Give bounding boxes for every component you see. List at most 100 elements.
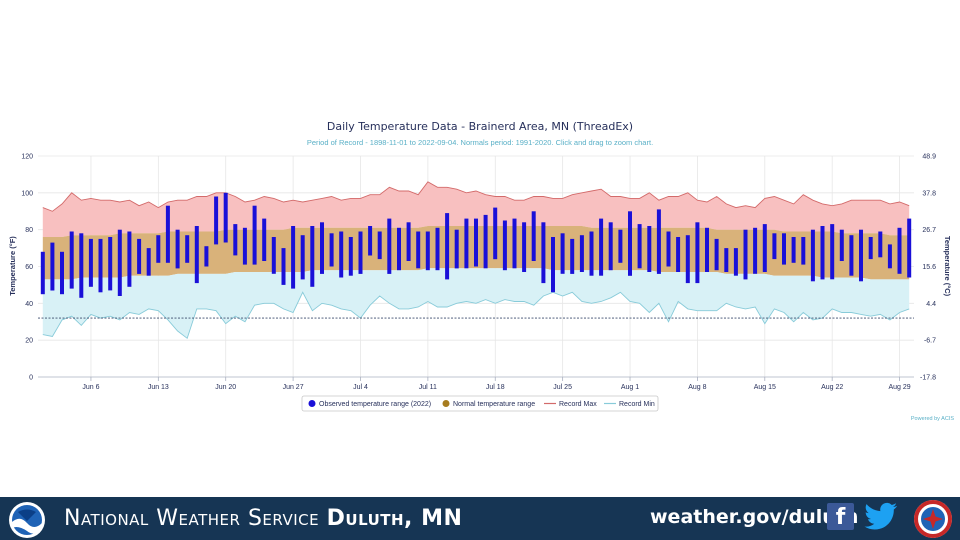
observed-bar bbox=[666, 231, 671, 267]
y-tick-label-left: 80 bbox=[25, 227, 33, 234]
observed-bar bbox=[368, 226, 373, 256]
y-tick-label-left: 100 bbox=[21, 190, 33, 197]
observed-bar bbox=[502, 220, 507, 271]
y-tick-label-right: 4.4 bbox=[926, 301, 936, 308]
axes: 0 20 40 60 80 100 120 -17.8 -6.7 4.4 15.6 26.7 37.8 4… bbox=[21, 154, 936, 392]
observed-bar bbox=[271, 237, 276, 274]
noaa-logo-icon bbox=[9, 502, 45, 538]
observed-bar bbox=[743, 229, 748, 280]
observed-bar bbox=[320, 222, 324, 274]
legend-normal-dot bbox=[442, 400, 450, 407]
observed-bar bbox=[522, 222, 527, 272]
observed-bar bbox=[878, 231, 883, 258]
observed-bar bbox=[801, 237, 806, 265]
y-tick-label-right: -17.8 bbox=[920, 375, 936, 382]
observed-bar bbox=[839, 229, 844, 261]
twitter-icon[interactable] bbox=[864, 502, 898, 532]
legend-item-normal[interactable]: Normal temperature range bbox=[442, 400, 536, 408]
observed-bar bbox=[560, 233, 565, 274]
observed-bar bbox=[531, 211, 536, 261]
legend-record-max-label: Record Max bbox=[559, 401, 597, 408]
observed-bar bbox=[676, 237, 681, 272]
record-min-line bbox=[42, 291, 910, 340]
y-tick-label-right: 26.7 bbox=[922, 227, 936, 234]
x-tick-label: Aug 22 bbox=[821, 384, 843, 391]
observed-bar bbox=[69, 231, 74, 289]
observed-bar bbox=[156, 235, 161, 263]
observed-bar bbox=[233, 224, 238, 256]
observed-bar bbox=[474, 218, 478, 267]
observed-bar bbox=[79, 233, 84, 298]
observed-bar bbox=[252, 205, 257, 265]
observed-bar bbox=[830, 224, 835, 280]
observed-bar bbox=[810, 229, 815, 282]
observed-bar bbox=[329, 233, 334, 267]
observed-bar bbox=[714, 238, 719, 271]
observed-bar bbox=[705, 227, 709, 272]
legend[interactable]: Observed temperature range (2022) Normal… bbox=[301, 395, 659, 412]
observed-bar bbox=[127, 231, 132, 287]
x-tick-label: Aug 1 bbox=[621, 384, 639, 391]
observed-bar bbox=[685, 235, 690, 284]
observed-bar bbox=[493, 207, 498, 260]
y-tick-label-left: 20 bbox=[25, 338, 33, 345]
observed-bar bbox=[204, 246, 209, 267]
observed-bar bbox=[88, 238, 93, 287]
observed-bar bbox=[608, 222, 613, 271]
observed-bar bbox=[695, 222, 700, 284]
observed-bar bbox=[98, 238, 103, 293]
observed-bar bbox=[897, 227, 902, 274]
observed-bar bbox=[868, 237, 873, 260]
x-tick-label: Jun 20 bbox=[215, 384, 236, 391]
observed-bar bbox=[406, 222, 411, 261]
legend-item-record-min[interactable]: Record Min bbox=[604, 401, 655, 408]
observed-bar bbox=[194, 226, 199, 284]
observed-bar bbox=[483, 214, 488, 269]
credit-link[interactable]: Powered by ACIS bbox=[911, 416, 954, 422]
facebook-icon[interactable]: f bbox=[827, 503, 854, 530]
legend-observed-label: Observed temperature range (2022) bbox=[319, 401, 431, 408]
y-tick-label-right: -6.7 bbox=[924, 338, 936, 345]
observed-bar bbox=[724, 248, 729, 272]
observed-bar bbox=[377, 231, 382, 260]
chart-subtitle: Period of Record - 1898-11-01 to 2022-09… bbox=[307, 138, 653, 147]
x-tick-label: Aug 8 bbox=[688, 384, 706, 391]
y-tick-label-right: 48.9 bbox=[922, 154, 936, 161]
legend-box bbox=[301, 395, 659, 412]
record-max-area bbox=[42, 181, 910, 237]
observed-bar bbox=[628, 211, 632, 276]
observed-bar bbox=[223, 192, 228, 243]
observed-bar bbox=[859, 229, 863, 282]
observed-bar bbox=[40, 251, 45, 295]
observed-bar bbox=[425, 231, 430, 271]
y-axis-right-label: Temperature (°C) bbox=[943, 236, 952, 297]
observed-bar bbox=[551, 237, 555, 293]
footer-banner: National Weather Service Duluth, MN weat… bbox=[0, 497, 960, 540]
observed-bar bbox=[387, 218, 392, 274]
observed-bar bbox=[397, 227, 401, 271]
observed-bar bbox=[300, 235, 305, 280]
y-tick-label-left: 40 bbox=[25, 301, 33, 308]
legend-record-min-label: Record Min bbox=[619, 401, 655, 408]
record-max-line bbox=[42, 181, 910, 212]
observed-bar bbox=[358, 231, 363, 274]
legend-item-record-max[interactable]: Record Max bbox=[544, 401, 597, 408]
legend-item-observed[interactable]: Observed temperature range (2022) bbox=[308, 400, 432, 408]
observed-bar bbox=[782, 233, 786, 265]
website-link[interactable]: weather.gov/duluth bbox=[650, 506, 859, 528]
x-tick-label: Jul 4 bbox=[353, 384, 368, 391]
observed-bar bbox=[637, 224, 642, 269]
observed-bar bbox=[117, 229, 122, 296]
y-tick-label-left: 0 bbox=[29, 375, 33, 382]
y-tick-label-right: 15.6 bbox=[922, 264, 936, 271]
observed-bar bbox=[599, 218, 604, 276]
observed-bar bbox=[310, 226, 315, 287]
x-tick-label: Jul 11 bbox=[419, 384, 437, 391]
observed-bar bbox=[753, 227, 758, 274]
agency-prefix: National Weather Service bbox=[64, 506, 320, 531]
temperature-chart[interactable]: Daily Temperature Data - Brainerd Area, … bbox=[0, 0, 960, 497]
observed-bar bbox=[589, 231, 594, 276]
observed-bar bbox=[454, 229, 459, 269]
x-tick-label: Aug 15 bbox=[754, 384, 776, 391]
observed-bar bbox=[348, 237, 353, 276]
